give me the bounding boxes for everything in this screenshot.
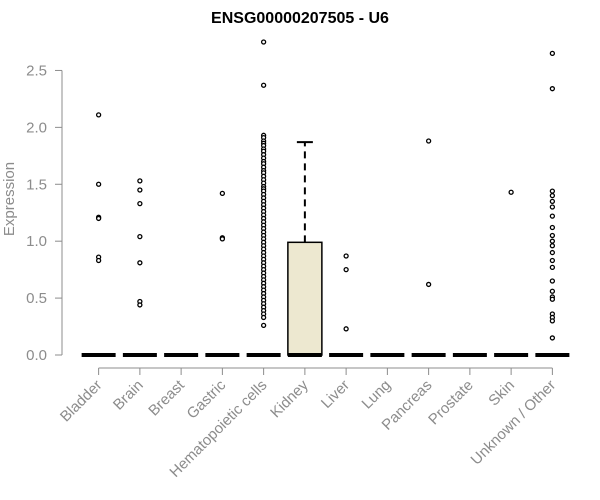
x-tick-label: Brain <box>110 377 147 414</box>
outlier-point <box>137 302 143 308</box>
y-tick-label: 1.5 <box>26 176 47 193</box>
outlier-point <box>95 112 102 118</box>
box-group <box>329 253 364 357</box>
outlier-point <box>137 178 143 184</box>
outlier-point <box>549 318 556 324</box>
box-group <box>535 50 570 357</box>
outlier-point <box>549 193 556 199</box>
outlier-point <box>549 257 556 264</box>
x-tick-label: Breast <box>145 376 188 419</box>
outlier-point <box>549 249 556 256</box>
box-body <box>287 241 323 356</box>
y-tick-label: 1.0 <box>26 233 47 250</box>
outlier-point <box>549 50 556 57</box>
outlier-point <box>260 314 267 321</box>
outlier-point <box>95 215 102 222</box>
y-axis-label: Expression <box>1 162 18 236</box>
outlier-point <box>137 200 143 207</box>
outlier-point <box>219 190 226 197</box>
outlier-point <box>137 187 143 193</box>
y-tick-label: 2.5 <box>26 62 47 79</box>
outlier-point <box>549 232 556 239</box>
outlier-point <box>343 326 349 332</box>
box-group <box>411 138 446 357</box>
outlier-point <box>260 322 267 329</box>
x-tick-label: Skin <box>485 377 518 410</box>
outlier-point <box>343 253 349 259</box>
box-group <box>287 141 323 357</box>
box-group <box>122 178 157 357</box>
outlier-point <box>549 213 556 219</box>
box-group <box>205 190 240 357</box>
outlier-point <box>549 238 556 244</box>
y-tick-label: 2.0 <box>26 119 47 136</box>
box-group <box>246 39 281 357</box>
outlier-point <box>549 198 556 204</box>
outlier-point <box>549 264 556 271</box>
outlier-point <box>549 296 556 302</box>
x-tick-label: Prostate <box>425 377 477 429</box>
outlier-point <box>95 257 102 264</box>
box-group <box>494 189 529 357</box>
outlier-point <box>425 281 432 288</box>
outlier-point <box>549 188 556 194</box>
outlier-point <box>549 204 556 210</box>
x-tick-label: Kidney <box>267 376 312 421</box>
outlier-point <box>549 335 556 341</box>
outlier-point <box>137 260 143 266</box>
outlier-point <box>260 39 267 45</box>
chart-title: ENSG00000207505 - U6 <box>211 10 389 27</box>
outlier-point <box>549 224 556 231</box>
outlier-point <box>549 86 556 92</box>
outlier-point <box>508 189 514 195</box>
x-tick-label: Lung <box>359 377 395 413</box>
outlier-point <box>425 138 432 144</box>
outlier-point <box>549 243 556 249</box>
box-group <box>81 112 116 357</box>
x-tick-label: Bladder <box>57 377 106 426</box>
y-tick-label: 0.5 <box>26 290 47 307</box>
outlier-point <box>95 181 102 187</box>
y-axis: 0.0 0.5 1.0 1.5 2.0 2.5 <box>26 62 63 364</box>
outlier-point <box>343 266 349 273</box>
outlier-point <box>219 236 226 242</box>
outlier-point <box>260 82 267 88</box>
y-tick-label: 0.0 <box>26 347 47 364</box>
outlier-point <box>137 233 143 240</box>
x-tick-label: Liver <box>318 377 353 412</box>
outlier-point <box>549 278 556 284</box>
box-series <box>81 39 570 357</box>
outlier-point <box>549 288 556 294</box>
